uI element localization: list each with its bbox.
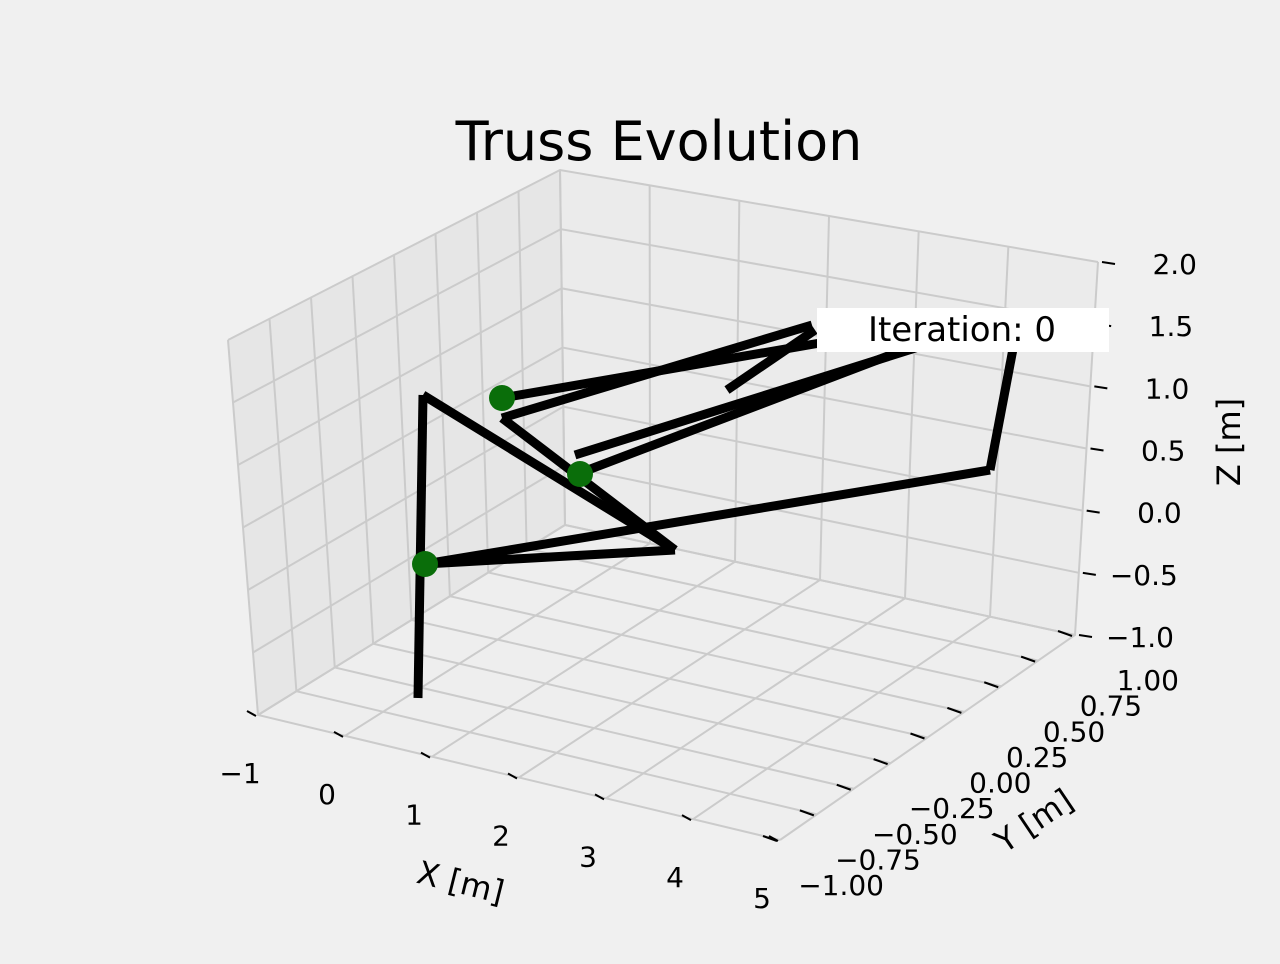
annotation-text: Iteration: 0 — [868, 310, 1056, 350]
y-tick-mark — [762, 835, 778, 842]
y-tick-mark — [983, 681, 999, 689]
truss-member — [420, 391, 678, 554]
x-tick-mark — [681, 814, 692, 822]
x-tick-label: 1 — [405, 799, 423, 832]
z-tick-mark — [1086, 509, 1100, 514]
truss-member — [500, 320, 814, 423]
z-tick-label: −0.5 — [1110, 559, 1178, 592]
iteration-annotation: Iteration: 0 — [817, 308, 1109, 352]
x-tick-mark — [594, 793, 605, 801]
x-tick-label: 4 — [666, 861, 684, 894]
y-tick-mark — [1020, 655, 1036, 663]
x-axis-ticks: −1 0 1 2 3 4 5 — [219, 710, 779, 915]
truss-node — [567, 461, 593, 487]
y-tick-label: 0.00 — [969, 767, 1031, 800]
z-gridline — [227, 168, 1099, 341]
z-tick-label: 0.5 — [1141, 435, 1186, 468]
z-gridline — [257, 523, 1076, 716]
z-gridline — [237, 287, 1091, 466]
y-tick-label: −0.25 — [909, 792, 995, 825]
z-tick-mark — [1101, 261, 1116, 265]
truss-member — [578, 335, 932, 478]
y-tick-label: 0.25 — [1006, 741, 1068, 774]
truss-member — [724, 326, 818, 394]
z-tick-mark — [1094, 385, 1108, 390]
x-tick-mark — [420, 751, 431, 759]
z-tick-mark — [1090, 447, 1104, 452]
chart-title: Truss Evolution — [455, 110, 863, 173]
x-tick-mark — [507, 772, 518, 780]
y-tick-label: −1.00 — [798, 869, 884, 902]
y-tick-mark — [1057, 630, 1073, 637]
z-gridline — [242, 346, 1087, 529]
y-axis-ticks: −1.00−0.75−0.50−0.250.000.250.500.751.00 — [762, 630, 1179, 902]
y-tick-mark — [910, 732, 925, 740]
x-tick-label: −1 — [219, 757, 260, 790]
z-tick-label: 0.0 — [1137, 497, 1182, 530]
y-tick-label: 0.50 — [1043, 715, 1105, 748]
x-axis-label: X [m] — [413, 853, 508, 911]
y-tick-label: 1.00 — [1117, 664, 1179, 697]
z-tick-mark — [1078, 634, 1093, 638]
x-tick-mark — [333, 730, 344, 738]
x-tick-mark — [246, 710, 257, 717]
z-tick-label: 1.0 — [1145, 372, 1190, 405]
z-gridline — [247, 405, 1083, 591]
z-tick-label: −1.0 — [1106, 621, 1174, 654]
y-tick-mark — [873, 758, 888, 766]
truss-member — [413, 394, 428, 699]
z-tick-label: 1.5 — [1149, 310, 1194, 343]
grid-z — [227, 168, 1099, 716]
truss-member — [424, 465, 991, 569]
x-tick-label: 5 — [753, 882, 771, 915]
y-tick-mark — [836, 783, 852, 791]
y-tick-label: −0.75 — [835, 843, 921, 876]
x-tick-label: 0 — [318, 778, 336, 811]
x-tick-label: 2 — [492, 820, 510, 853]
y-tick-label: 0.75 — [1080, 690, 1142, 723]
annotation-box — [817, 308, 1109, 352]
truss-member — [499, 414, 678, 554]
y-tick-mark — [799, 809, 815, 817]
z-axis-ticks: −1.0 −0.5 0.0 0.5 1.0 1.5 2.0 — [1078, 248, 1197, 654]
truss-node — [412, 551, 438, 577]
truss-node — [489, 385, 515, 411]
y-tick-label: −0.50 — [872, 818, 958, 851]
z-axis-label: Z [m] — [1210, 398, 1248, 486]
z-tick-label: 2.0 — [1152, 248, 1197, 281]
x-tick-label: 3 — [579, 840, 597, 873]
y-tick-mark — [947, 706, 962, 714]
z-gridline — [232, 228, 1095, 404]
truss-nodes — [412, 385, 593, 577]
truss-member — [424, 545, 676, 569]
z-tick-mark — [1082, 571, 1096, 576]
